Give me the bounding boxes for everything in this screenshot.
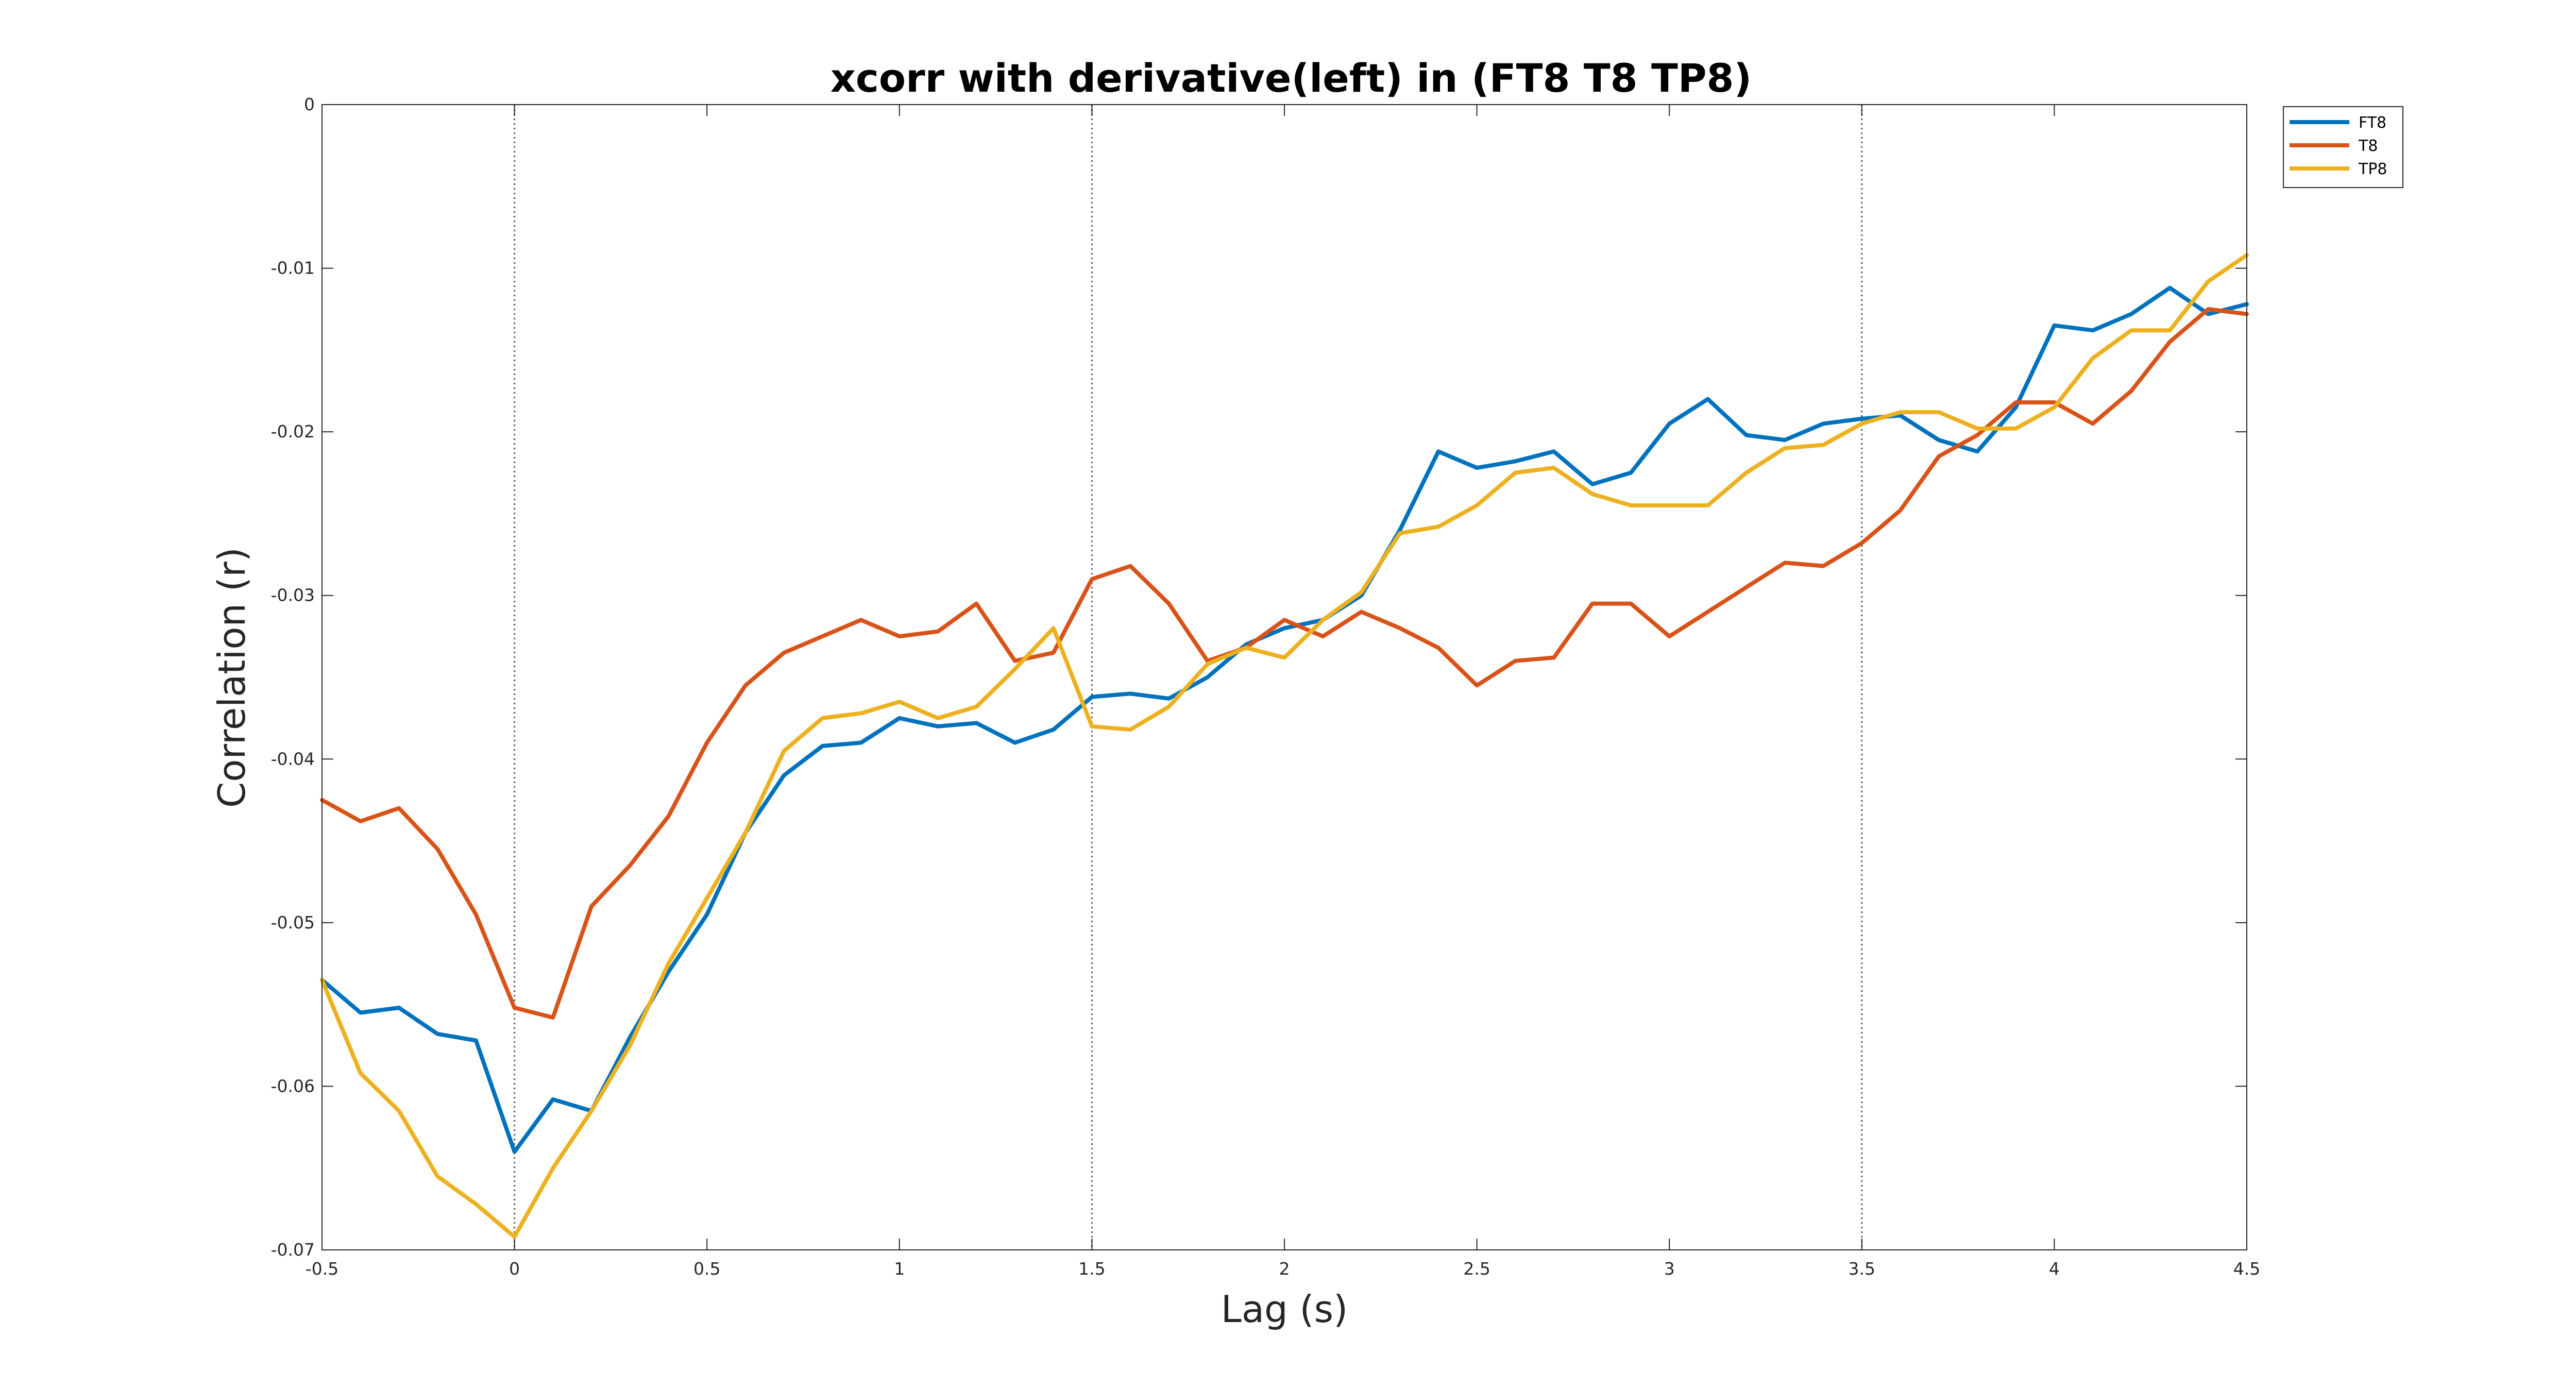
- x-tick-label: 1.5: [1078, 1259, 1105, 1279]
- legend-label-tp8: TP8: [2358, 160, 2387, 178]
- x-tick-label: 0: [509, 1259, 520, 1279]
- y-axis-ticks: 0 -0.01 -0.02 -0.03 -0.04 -0.05 -0.06 -0.07: [271, 94, 2247, 1260]
- x-axis-ticks: -0.5 0 0.5 1 1.5 2 2.5 3 3.5 4 4.5: [306, 105, 2260, 1279]
- y-tick-label: -0.05: [271, 912, 315, 933]
- legend: FT8 T8 TP8: [2283, 106, 2403, 188]
- legend-label-ft8: FT8: [2359, 114, 2386, 132]
- x-tick-label: -0.5: [306, 1259, 338, 1279]
- x-axis-label: Lag (s): [1221, 1288, 1348, 1331]
- y-tick-label: -0.02: [271, 421, 315, 442]
- chart-title: xcorr with derivative(left) in (FT8 T8 T…: [831, 55, 1752, 101]
- plot-area: [322, 105, 2247, 1250]
- series-lines: [320, 253, 2249, 1239]
- vertical-reference-lines: [514, 105, 1863, 1250]
- x-tick-label: 4.5: [2233, 1259, 2260, 1279]
- x-tick-label: 3: [1664, 1259, 1675, 1279]
- y-tick-label: -0.06: [271, 1076, 315, 1096]
- x-tick-label: 2: [1279, 1259, 1290, 1279]
- x-tick-label: 3.5: [1849, 1259, 1875, 1279]
- x-tick-label: 4: [2049, 1259, 2060, 1279]
- legend-label-t8: T8: [2358, 137, 2378, 155]
- y-tick-label: -0.03: [271, 585, 315, 605]
- y-tick-label: -0.07: [271, 1240, 315, 1260]
- y-tick-label: -0.04: [271, 749, 315, 769]
- series-line-tp8: [320, 253, 2249, 1239]
- x-tick-label: 2.5: [1463, 1259, 1490, 1279]
- series-line-t8: [320, 307, 2249, 1020]
- y-tick-label: -0.01: [271, 258, 315, 278]
- y-axis-label: Correlation (r): [210, 547, 253, 808]
- x-tick-label: 0.5: [693, 1259, 720, 1279]
- x-tick-label: 1: [894, 1259, 905, 1279]
- y-tick-label: 0: [304, 94, 315, 114]
